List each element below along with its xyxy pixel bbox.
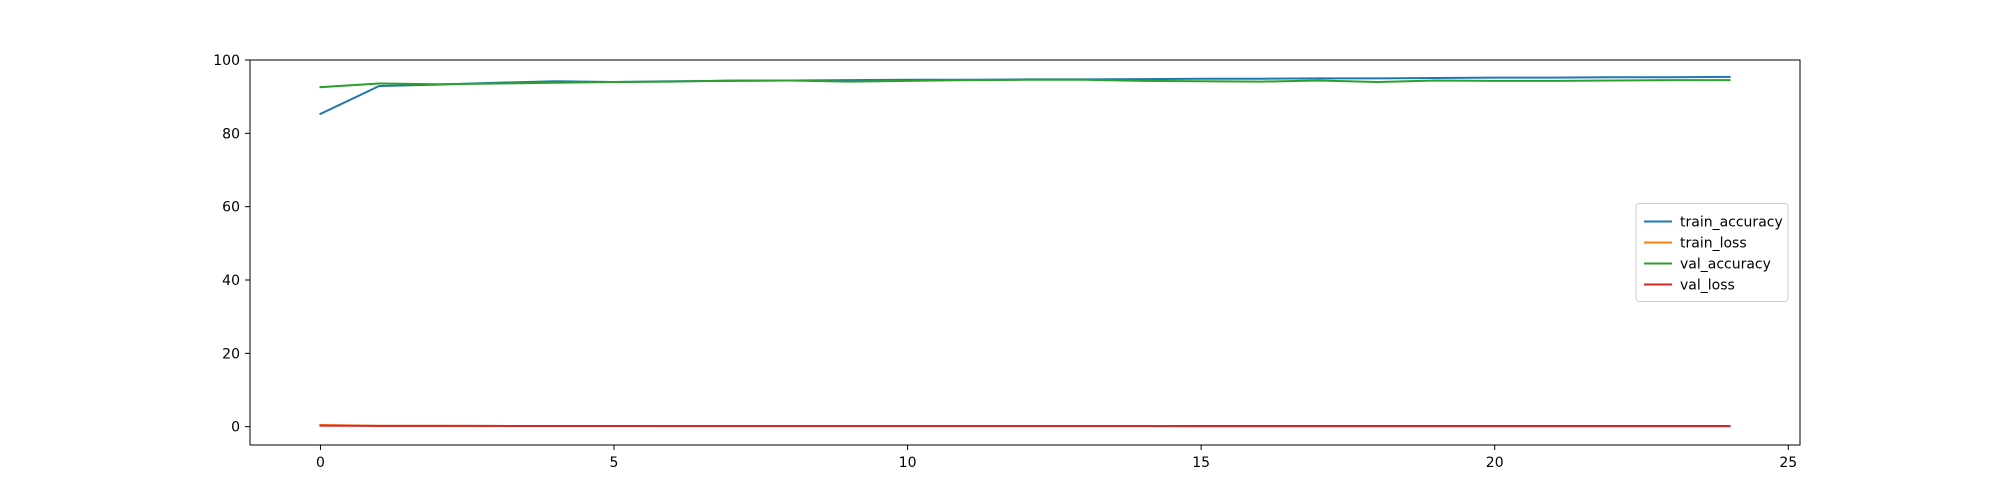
x-tick-label: 20 <box>1486 455 1504 471</box>
x-tick-label: 10 <box>899 455 917 471</box>
y-tick-label: 0 <box>231 420 240 436</box>
legend-label-train-accuracy: train_accuracy <box>1680 215 1783 231</box>
legend-label-val-accuracy: val_accuracy <box>1680 257 1771 273</box>
y-tick-label: 100 <box>213 53 240 69</box>
y-tick-label: 20 <box>222 346 240 362</box>
plot-area <box>250 60 1800 445</box>
y-tick-label: 40 <box>222 273 240 289</box>
plot-background <box>250 60 1800 445</box>
x-tick-label: 5 <box>610 455 619 471</box>
y-tick-label: 80 <box>222 126 240 142</box>
legend-label-val-loss: val_loss <box>1680 278 1735 294</box>
x-tick-label: 15 <box>1192 455 1210 471</box>
legend-label-train-loss: train_loss <box>1680 236 1747 252</box>
x-tick-label: 25 <box>1779 455 1797 471</box>
legend: train_accuracy train_loss val_accuracy val_… <box>1636 204 1788 302</box>
x-tick-label: 0 <box>316 455 325 471</box>
y-tick-label: 60 <box>222 200 240 216</box>
